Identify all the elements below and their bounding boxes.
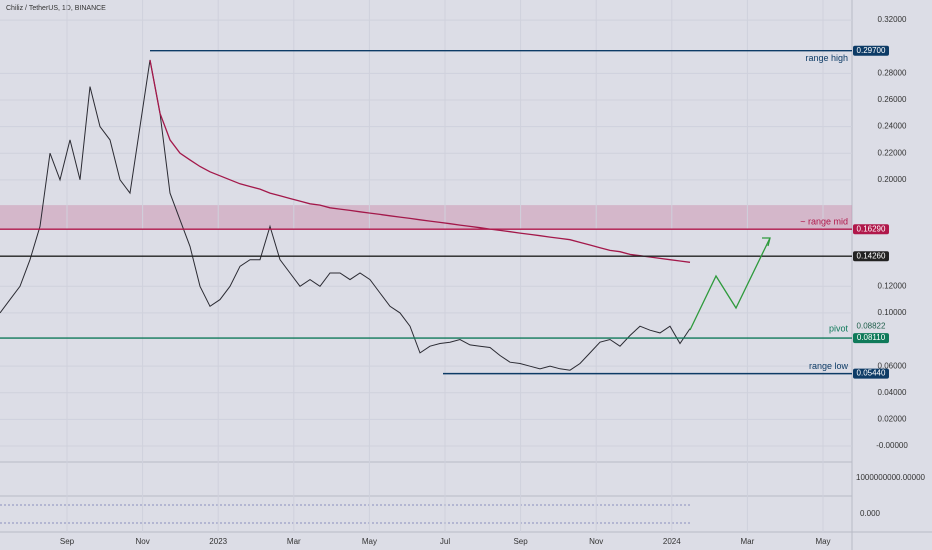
x-tick-label: Mar: [741, 537, 755, 546]
y-tick-label: 0.06000: [878, 361, 907, 370]
x-tick-label: Sep: [60, 537, 75, 546]
y-tick-label: -0.00000: [876, 441, 908, 450]
x-tick-label: Sep: [513, 537, 528, 546]
y-tick-label: 0.22000: [878, 148, 907, 157]
x-tick-label: 2023: [209, 537, 227, 546]
y-tick-label: 0.20000: [878, 175, 907, 184]
price-label: 0.08110: [857, 333, 886, 342]
price-label-box: [853, 368, 889, 379]
y-tick-label: 0.24000: [878, 122, 907, 131]
y-tick-label: 0.26000: [878, 95, 907, 104]
x-tick-label: 2024: [663, 537, 681, 546]
level-annotation: range high: [805, 53, 848, 63]
y-tick-label: 0.02000: [878, 415, 907, 424]
price-label: 0.05440: [857, 369, 886, 378]
chart-title: Chiliz / TetherUS, 1D, BINANCE: [6, 5, 106, 12]
price-line: [0, 59, 691, 371]
price-label-box: [853, 251, 889, 262]
y-tick-label: 0.12000: [878, 281, 907, 290]
price-label: 0.29700: [857, 46, 886, 55]
x-tick-label: Mar: [287, 537, 301, 546]
x-tick-label: Nov: [589, 537, 603, 546]
price-label-box: [853, 224, 889, 235]
price-label: 0.14260: [857, 251, 886, 260]
x-tick-label: Nov: [135, 537, 149, 546]
price-label-box: [853, 45, 889, 56]
moving-average: [149, 59, 691, 263]
volume-tick-label: 1000000000.00000: [856, 473, 926, 482]
y-tick-label: 0.28000: [878, 68, 907, 77]
price-label-box: [853, 333, 889, 344]
y-tick-label: 0.10000: [878, 308, 907, 317]
last-price-label: 0.08822: [857, 322, 886, 331]
price-label: 0.16290: [857, 224, 886, 233]
x-tick-label: May: [362, 537, 377, 546]
range-mid-zone: [0, 205, 852, 230]
level-annotation: range low: [809, 361, 849, 371]
x-tick-label: May: [815, 537, 830, 546]
y-tick-label: 0.32000: [878, 15, 907, 24]
projection-path: [689, 237, 771, 331]
y-tick-label: 0.04000: [878, 388, 907, 397]
level-annotation: pivot: [829, 323, 849, 333]
level-annotation: ~ range mid: [800, 217, 848, 227]
oscillator-tick-label: 0.000: [860, 509, 881, 518]
projection-arrowhead: [762, 237, 771, 247]
x-tick-label: Jul: [440, 537, 450, 546]
